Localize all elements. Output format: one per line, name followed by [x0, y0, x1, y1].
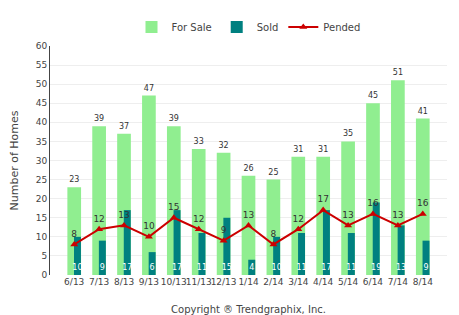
svg-text:17: 17: [317, 194, 328, 204]
svg-text:6: 6: [150, 263, 155, 272]
svg-text:Pended: Pended: [323, 22, 360, 33]
svg-text:26: 26: [243, 164, 253, 173]
svg-text:55: 55: [36, 60, 47, 70]
svg-text:13: 13: [396, 263, 406, 272]
svg-text:17: 17: [172, 263, 182, 272]
svg-text:45: 45: [368, 91, 378, 100]
svg-text:13: 13: [342, 210, 353, 220]
svg-text:25: 25: [36, 175, 47, 185]
svg-text:12/13: 12/13: [211, 277, 237, 287]
svg-text:8/13: 8/13: [114, 277, 134, 287]
svg-text:32: 32: [219, 141, 229, 150]
svg-text:20: 20: [36, 194, 48, 204]
svg-text:11: 11: [346, 263, 356, 272]
svg-text:12: 12: [193, 214, 204, 224]
svg-text:10: 10: [143, 221, 155, 231]
svg-text:10: 10: [272, 263, 282, 272]
svg-text:35: 35: [36, 137, 47, 147]
svg-text:47: 47: [144, 84, 154, 93]
svg-text:16: 16: [367, 198, 379, 208]
svg-text:39: 39: [94, 114, 104, 123]
svg-text:60: 60: [36, 41, 48, 51]
svg-text:45: 45: [36, 98, 47, 108]
svg-text:11: 11: [296, 263, 306, 272]
svg-text:Number of Homes: Number of Homes: [8, 110, 21, 210]
svg-text:Sold: Sold: [257, 22, 279, 33]
svg-text:1/14: 1/14: [238, 277, 258, 287]
svg-text:23: 23: [69, 175, 79, 184]
svg-text:10: 10: [36, 232, 48, 242]
svg-text:13: 13: [118, 210, 129, 220]
svg-text:33: 33: [194, 137, 204, 146]
svg-text:4/14: 4/14: [313, 277, 333, 287]
svg-text:7/13: 7/13: [89, 277, 109, 287]
svg-text:17: 17: [122, 263, 132, 272]
svg-text:11/13: 11/13: [186, 277, 212, 287]
svg-text:35: 35: [343, 129, 353, 138]
svg-text:5: 5: [41, 251, 47, 261]
svg-text:31: 31: [293, 145, 303, 154]
svg-text:6/14: 6/14: [363, 277, 383, 287]
svg-text:8: 8: [271, 229, 277, 239]
svg-text:15: 15: [36, 213, 47, 223]
svg-text:39: 39: [169, 114, 179, 123]
svg-text:37: 37: [119, 122, 129, 131]
svg-text:13: 13: [392, 210, 403, 220]
svg-text:9: 9: [221, 225, 227, 235]
svg-text:12: 12: [93, 214, 104, 224]
svg-text:31: 31: [318, 145, 328, 154]
svg-text:15: 15: [222, 263, 232, 272]
svg-text:8: 8: [71, 229, 77, 239]
svg-text:51: 51: [393, 68, 403, 77]
svg-text:11: 11: [197, 263, 207, 272]
svg-text:15: 15: [168, 202, 179, 212]
svg-text:6/13: 6/13: [64, 277, 84, 287]
svg-text:3/14: 3/14: [288, 277, 308, 287]
svg-text:41: 41: [418, 107, 428, 116]
svg-text:9: 9: [423, 263, 428, 272]
svg-text:0: 0: [41, 270, 47, 280]
svg-text:19: 19: [371, 263, 381, 272]
svg-text:8/14: 8/14: [413, 277, 433, 287]
svg-text:13: 13: [243, 210, 254, 220]
svg-text:10: 10: [72, 263, 82, 272]
svg-text:25: 25: [268, 168, 278, 177]
svg-text:17: 17: [321, 263, 331, 272]
svg-text:9: 9: [100, 263, 105, 272]
svg-text:30: 30: [36, 156, 48, 166]
svg-text:For Sale: For Sale: [172, 22, 212, 33]
svg-text:5/14: 5/14: [338, 277, 358, 287]
svg-text:50: 50: [36, 79, 48, 89]
svg-text:4: 4: [249, 263, 254, 272]
svg-text:40: 40: [36, 117, 48, 127]
svg-text:2/14: 2/14: [263, 277, 283, 287]
svg-text:7/14: 7/14: [388, 277, 408, 287]
svg-text:12: 12: [293, 214, 304, 224]
svg-text:10/13: 10/13: [161, 277, 187, 287]
svg-text:9/13: 9/13: [139, 277, 159, 287]
svg-text:Copyright ® Trendgraphix, Inc.: Copyright ® Trendgraphix, Inc.: [171, 304, 326, 315]
svg-text:16: 16: [417, 198, 429, 208]
